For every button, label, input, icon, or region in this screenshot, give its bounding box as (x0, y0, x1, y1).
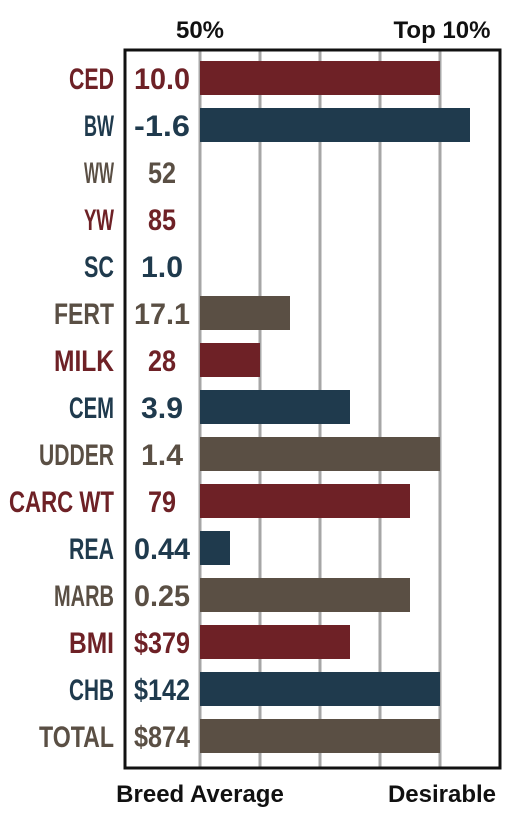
bar (200, 296, 290, 330)
value-label: 1.4 (141, 439, 183, 472)
trait-label: YW (84, 204, 114, 237)
bar (200, 484, 410, 518)
trait-label: REA (69, 533, 114, 566)
bar (200, 343, 260, 377)
trait-label: BW (84, 110, 114, 143)
trait-label: CEM (69, 392, 114, 425)
value-label: 1.0 (141, 251, 183, 284)
top-label-50-percent: 50% (176, 17, 224, 44)
trait-label: CED (69, 63, 114, 96)
bar (200, 719, 440, 753)
value-label: 17.1 (134, 298, 190, 331)
trait-label: CARC WT (9, 486, 114, 519)
row-labels: CED 10.0 BW -1.6 WW 52 YW 85 SC 1.0 FERT 17.1 MILK 28… (9, 63, 190, 754)
top-label-top-10-percent: Top 10% (394, 17, 491, 44)
trait-label: BMI (69, 627, 114, 660)
bottom-label-desirable: Desirable (388, 781, 496, 808)
value-label: 0.44 (134, 533, 190, 566)
value-label: 28 (148, 345, 176, 378)
bar (200, 672, 440, 706)
bar (200, 61, 440, 95)
trait-label: CHB (69, 674, 114, 707)
bars (200, 61, 470, 753)
value-label: $379 (134, 627, 190, 660)
chart-frame (123, 48, 502, 770)
value-label: $874 (134, 721, 190, 754)
trait-label: WW (84, 157, 114, 190)
value-label: 79 (148, 486, 176, 519)
bar (200, 390, 350, 424)
trait-label: MILK (54, 345, 114, 378)
trait-label: FERT (54, 298, 114, 331)
value-label: 52 (148, 157, 176, 190)
value-label: -1.6 (134, 110, 190, 143)
value-label: $142 (134, 674, 190, 707)
value-label: 0.25 (134, 580, 190, 613)
trait-label: TOTAL (39, 721, 114, 754)
bar (200, 578, 410, 612)
bar (200, 108, 470, 142)
value-label: 10.0 (134, 63, 190, 96)
trait-label: MARB (54, 580, 114, 613)
bottom-label-breed-average: Breed Average (116, 781, 284, 808)
bar (200, 625, 350, 659)
value-label: 85 (148, 204, 176, 237)
trait-label: UDDER (39, 439, 114, 472)
trait-label: SC (84, 251, 114, 284)
bar (200, 531, 230, 565)
bar (200, 437, 440, 471)
value-label: 3.9 (141, 392, 183, 425)
